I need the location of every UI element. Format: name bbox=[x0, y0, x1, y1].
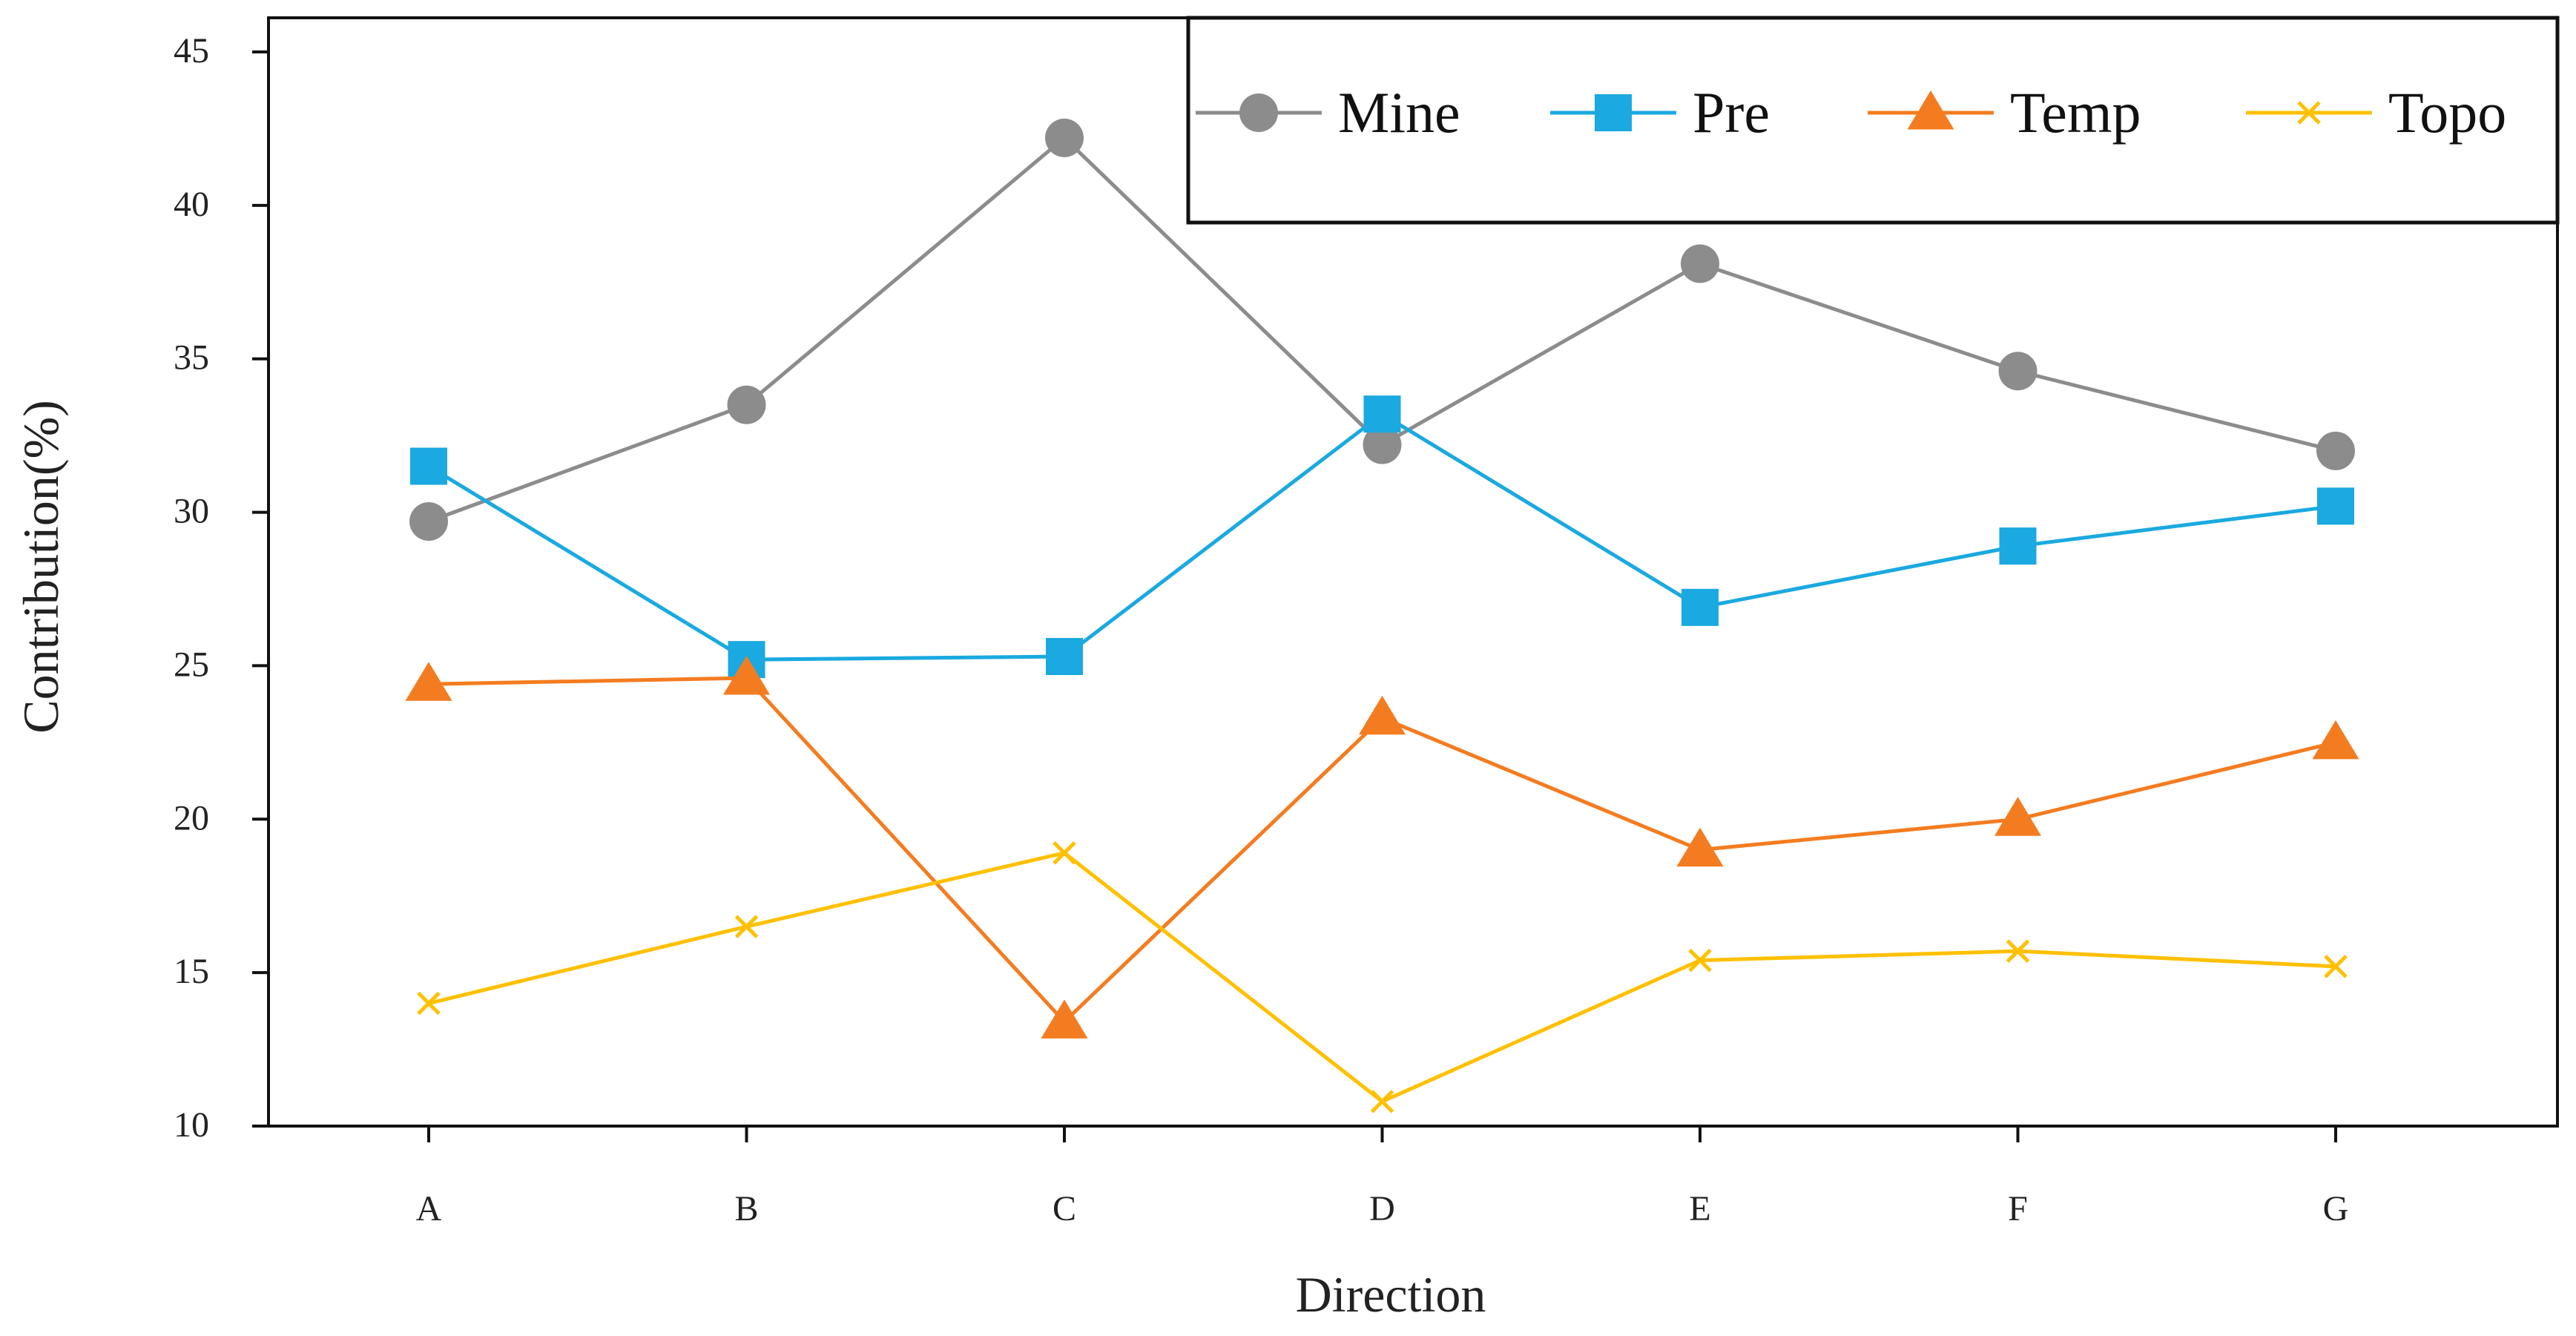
data-point-mine bbox=[2316, 431, 2355, 470]
legend-item-pre: Pre bbox=[1550, 80, 1770, 145]
y-tick-label: 25 bbox=[174, 645, 209, 684]
legend-item-topo: Topo bbox=[2246, 80, 2506, 145]
data-point-topo bbox=[2324, 955, 2348, 978]
y-tick-label: 40 bbox=[174, 185, 209, 224]
legend: Mine Pre Temp Topo bbox=[1186, 16, 2560, 225]
data-point-mine bbox=[727, 385, 766, 424]
data-point-pre bbox=[1046, 638, 1083, 676]
data-point-temp bbox=[1994, 797, 2041, 836]
data-point-temp bbox=[1359, 695, 1406, 735]
legend-marker-pre bbox=[1595, 94, 1632, 131]
data-point-temp bbox=[405, 662, 452, 701]
data-point-topo bbox=[417, 991, 441, 1016]
data-point-topo bbox=[2006, 939, 2030, 963]
series-topo bbox=[417, 841, 2348, 1113]
data-point-topo bbox=[1370, 1090, 1394, 1113]
data-point-pre bbox=[1999, 527, 2037, 565]
legend-marker-mine bbox=[1239, 93, 1278, 132]
legend-marker-topo bbox=[2297, 101, 2321, 125]
data-point-pre bbox=[1363, 395, 1401, 433]
x-tick-label: D bbox=[1369, 1189, 1395, 1228]
x-tick-label: B bbox=[734, 1189, 758, 1228]
data-point-temp bbox=[2312, 720, 2359, 760]
data-point-mine bbox=[1998, 352, 2038, 391]
data-point-topo bbox=[1688, 948, 1712, 973]
legend-label-pre: Pre bbox=[1693, 80, 1770, 145]
y-tick-label: 45 bbox=[174, 31, 209, 70]
x-tick-label: A bbox=[416, 1189, 442, 1228]
x-axis-title: Direction bbox=[1296, 1266, 1486, 1323]
series-layer bbox=[405, 118, 2359, 1113]
y-tick-label: 20 bbox=[174, 798, 209, 838]
y-tick-label: 35 bbox=[174, 338, 209, 378]
data-point-temp bbox=[1041, 999, 1088, 1039]
x-tick-label: E bbox=[1689, 1189, 1710, 1228]
data-point-pre bbox=[2317, 487, 2354, 525]
y-tick-label: 15 bbox=[174, 952, 209, 991]
data-point-temp bbox=[723, 655, 770, 695]
data-point-mine bbox=[1363, 425, 1402, 464]
data-point-mine bbox=[1045, 118, 1084, 157]
data-point-topo bbox=[734, 915, 759, 938]
data-point-mine bbox=[1681, 244, 1719, 283]
y-axis: 10 15 20 25 30 35 40 45 bbox=[174, 31, 269, 1145]
data-point-temp bbox=[1676, 827, 1724, 867]
x-tick-label: F bbox=[2008, 1189, 2028, 1228]
y-tick-label: 30 bbox=[174, 492, 209, 531]
series-temp bbox=[405, 655, 2359, 1039]
y-axis-title: Contribution(%) bbox=[13, 400, 69, 734]
x-tick-label: G bbox=[2323, 1189, 2349, 1228]
legend-item-temp: Temp bbox=[1868, 80, 2141, 145]
legend-item-mine: Mine bbox=[1196, 80, 1460, 145]
x-tick-label: C bbox=[1053, 1189, 1076, 1228]
legend-label-topo: Topo bbox=[2388, 80, 2506, 145]
series-mine bbox=[409, 118, 2355, 541]
x-axis: A B C D E F G bbox=[416, 1126, 2349, 1228]
data-point-mine bbox=[409, 501, 448, 541]
legend-box bbox=[1186, 16, 2560, 225]
legend-label-temp: Temp bbox=[2010, 80, 2141, 145]
data-point-pre bbox=[1681, 588, 1719, 626]
legend-label-mine: Mine bbox=[1338, 80, 1460, 145]
legend-marker-temp bbox=[1907, 91, 1954, 130]
data-point-topo bbox=[1053, 841, 1076, 865]
data-point-pre bbox=[410, 447, 447, 485]
y-tick-label: 10 bbox=[174, 1105, 209, 1145]
